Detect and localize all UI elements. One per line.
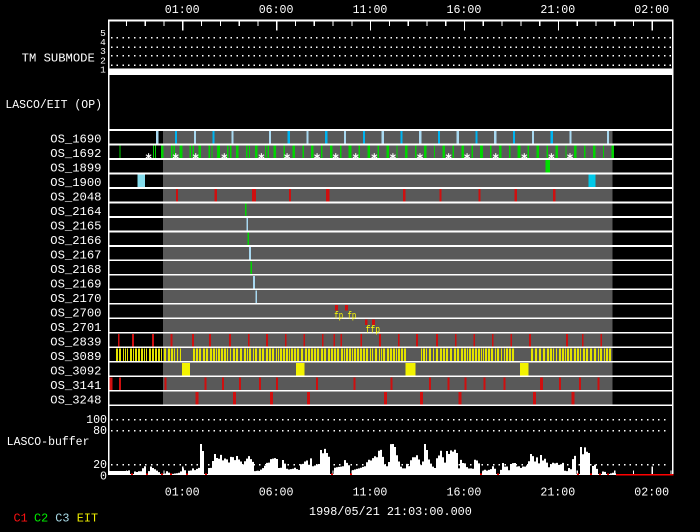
svg-text:OS_1900: OS_1900 (50, 176, 101, 190)
svg-text:ffp: ffp (366, 325, 381, 337)
svg-text:OS_2839: OS_2839 (50, 335, 101, 349)
svg-text:OS_2170: OS_2170 (50, 292, 101, 306)
svg-text:2: 2 (100, 55, 106, 66)
svg-text:11:00: 11:00 (353, 487, 388, 500)
svg-text:OS_1692: OS_1692 (50, 147, 101, 161)
svg-text:20: 20 (93, 459, 107, 472)
svg-text:OS_1899: OS_1899 (50, 161, 101, 175)
svg-text:11:00: 11:00 (353, 4, 388, 17)
svg-text:3: 3 (100, 46, 106, 57)
svg-text:OS_2048: OS_2048 (50, 190, 101, 204)
svg-text:OS_2700: OS_2700 (50, 306, 101, 320)
svg-text:01:00: 01:00 (165, 4, 200, 17)
svg-text:OS_3141: OS_3141 (50, 379, 101, 393)
svg-text:OS_2164: OS_2164 (50, 205, 101, 219)
svg-text:OS_2168: OS_2168 (50, 263, 101, 277)
svg-text:OS_3089: OS_3089 (50, 350, 101, 364)
svg-text:02:00: 02:00 (634, 487, 669, 500)
svg-text:4: 4 (100, 37, 106, 48)
svg-text:OS_2166: OS_2166 (50, 234, 101, 248)
svg-text:0: 0 (100, 470, 107, 483)
svg-text:OS_3092: OS_3092 (50, 364, 101, 378)
svg-text:02:00: 02:00 (634, 4, 669, 17)
svg-text:1998/05/21 21:03:00.000: 1998/05/21 21:03:00.000 (309, 505, 472, 519)
svg-text:21:00: 21:00 (540, 487, 575, 500)
svg-text:06:00: 06:00 (259, 487, 294, 500)
svg-text:C2: C2 (34, 511, 48, 525)
svg-text:OS_2701: OS_2701 (50, 321, 101, 335)
svg-text:LASCO/EIT (OP): LASCO/EIT (OP) (5, 99, 102, 112)
svg-text:TM SUBMODE: TM SUBMODE (22, 51, 95, 65)
svg-text:06:00: 06:00 (259, 4, 294, 17)
svg-text:OS_2167: OS_2167 (50, 248, 101, 262)
svg-text:16:00: 16:00 (447, 4, 482, 17)
svg-text:OS_2169: OS_2169 (50, 277, 101, 291)
svg-text:C3: C3 (55, 511, 69, 525)
svg-text:C1: C1 (14, 511, 28, 525)
svg-text:21:00: 21:00 (540, 4, 575, 17)
svg-text:1: 1 (100, 65, 106, 76)
svg-text:80: 80 (93, 425, 107, 438)
svg-text:16:00: 16:00 (447, 487, 482, 500)
svg-text:EIT: EIT (77, 511, 98, 525)
svg-text:01:00: 01:00 (165, 487, 200, 500)
svg-text:5: 5 (100, 28, 106, 39)
svg-text:OS_2165: OS_2165 (50, 219, 101, 233)
svg-text:fp fp: fp fp (334, 311, 356, 323)
svg-text:OS_1690: OS_1690 (50, 132, 101, 146)
svg-text:OS_3248: OS_3248 (50, 393, 101, 407)
svg-text:LASCO-buffer: LASCO-buffer (7, 436, 90, 449)
svg-text:100: 100 (86, 414, 107, 427)
